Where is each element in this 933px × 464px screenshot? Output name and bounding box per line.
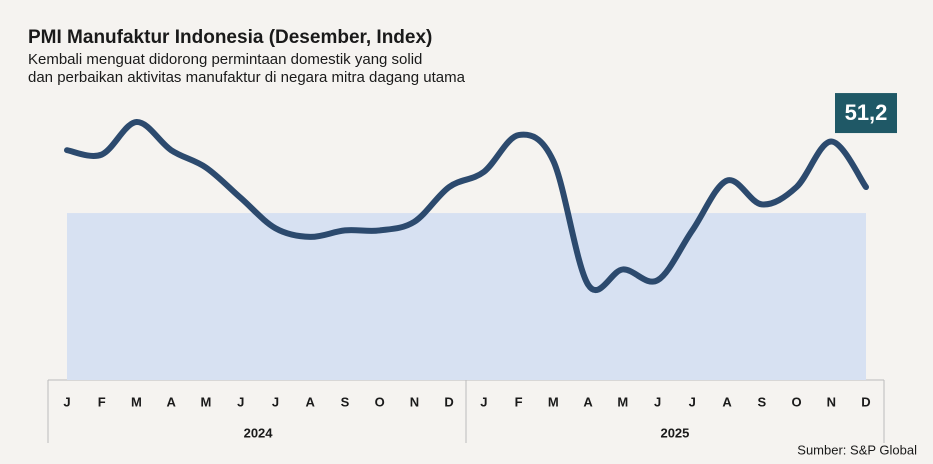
x-tick-label: D: [444, 394, 453, 409]
x-tick-label: S: [341, 394, 350, 409]
x-tick-label: J: [272, 394, 279, 409]
threshold-band: [67, 213, 866, 380]
x-tick-label: O: [791, 394, 801, 409]
x-tick-label: S: [757, 394, 766, 409]
subtitle: Kembali menguat didorong permintaan dome…: [28, 51, 422, 68]
x-tick-label: F: [98, 394, 106, 409]
x-tick-label: O: [375, 394, 385, 409]
x-tick-label: F: [515, 394, 523, 409]
x-tick-label: M: [131, 394, 142, 409]
chart-title: PMI Manufaktur Indonesia (Desember, Inde…: [28, 27, 432, 48]
x-tick-label: A: [722, 394, 732, 409]
x-tick-label: N: [410, 394, 419, 409]
group-label: 2024: [244, 425, 274, 440]
x-tick-label: N: [827, 394, 836, 409]
x-tick-label: J: [237, 394, 244, 409]
x-tick-label: A: [583, 394, 593, 409]
group-label: 2025: [660, 425, 689, 440]
source: Sumber: S&P Global: [797, 442, 917, 457]
value-label-box: [835, 93, 897, 134]
x-tick-label: J: [689, 394, 696, 409]
value-label: 51,2: [845, 100, 888, 125]
x-tick-label: J: [654, 394, 661, 409]
subtitle: dan perbaikan aktivitas manufaktur di ne…: [28, 69, 466, 86]
line: [64, 119, 869, 293]
x-tick-label: M: [617, 394, 628, 409]
x-tick-label: J: [63, 394, 70, 409]
x-tick-label: A: [167, 394, 177, 409]
x-tick-label: M: [201, 394, 212, 409]
x-tick-label: D: [861, 394, 870, 409]
x-tick-label: J: [480, 394, 487, 409]
x-tick-label: M: [548, 394, 559, 409]
x-tick-label: A: [305, 394, 315, 409]
